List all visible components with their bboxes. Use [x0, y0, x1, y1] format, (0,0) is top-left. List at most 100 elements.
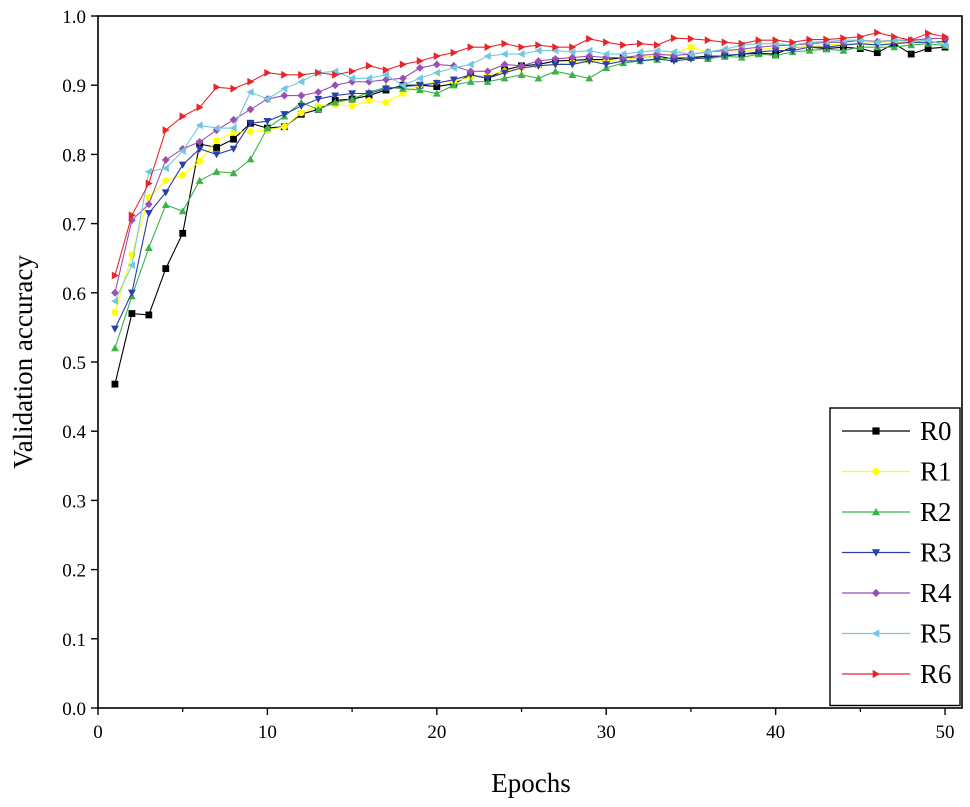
legend-label: R3: [920, 538, 952, 568]
data-point-r1: [382, 99, 390, 106]
data-point-r1: [247, 128, 254, 135]
data-point-r3: [449, 76, 458, 84]
data-point-r5: [687, 50, 695, 58]
data-point-r6: [653, 41, 661, 49]
data-point-r0: [111, 380, 119, 388]
data-point-r6: [569, 43, 577, 52]
y-tick-label: 0.5: [62, 353, 86, 374]
data-point-r4: [500, 60, 509, 69]
data-point-r0: [145, 311, 153, 319]
x-tick-label: 50: [936, 722, 955, 743]
series-layer: [111, 28, 949, 388]
data-point-r4: [144, 200, 153, 209]
data-point-r5: [365, 74, 373, 83]
data-point-r3: [551, 61, 560, 69]
data-point-r3: [483, 75, 492, 83]
data-point-r0: [924, 45, 932, 52]
data-point-r5: [212, 124, 220, 133]
x-tick-label: 0: [93, 722, 103, 743]
legend-label: R1: [920, 457, 952, 487]
legend-marker: [872, 467, 880, 476]
data-point-r6: [823, 35, 831, 44]
data-point-r3: [212, 151, 221, 159]
data-point-r3: [585, 57, 594, 65]
data-point-r6: [891, 32, 899, 41]
x-axis-title: Epochs: [491, 768, 570, 798]
data-point-r6: [467, 43, 475, 52]
data-point-r5: [771, 39, 779, 48]
data-point-r0: [230, 135, 237, 143]
data-point-r2: [551, 67, 560, 75]
data-point-r5: [399, 81, 407, 90]
data-point-r2: [585, 74, 594, 82]
data-point-r5: [890, 36, 898, 45]
data-point-r3: [297, 102, 306, 110]
data-point-r4: [399, 74, 407, 83]
data-point-r6: [247, 77, 255, 86]
data-point-r5: [924, 36, 932, 45]
data-point-r1: [687, 43, 695, 51]
data-point-r3: [500, 69, 509, 77]
data-point-r3: [568, 61, 577, 69]
series-r2: [111, 39, 949, 352]
data-point-r4: [568, 53, 577, 62]
data-point-r4: [195, 138, 204, 146]
legend-item-r1: R1: [842, 457, 952, 487]
data-point-r2: [771, 51, 780, 59]
legend: R0 R1 R2 R3 R4 R5 R6: [829, 407, 961, 707]
data-point-r2: [432, 89, 441, 97]
data-point-r5: [653, 46, 661, 55]
data-point-r3: [771, 47, 780, 55]
series-line-r2: [114, 43, 946, 349]
data-point-r2: [568, 70, 577, 78]
data-point-r5: [636, 48, 644, 56]
data-point-r5: [534, 46, 542, 55]
data-point-r5: [382, 70, 390, 79]
data-point-r6: [298, 70, 306, 79]
legend-item-r6: R6: [842, 659, 952, 689]
data-point-r6: [281, 70, 289, 79]
legend-marker: [872, 427, 880, 435]
data-point-r3: [195, 145, 204, 153]
data-point-r4: [246, 105, 255, 114]
series-r1: [111, 38, 949, 316]
data-point-r3: [229, 145, 238, 153]
data-point-r6: [365, 61, 373, 70]
data-point-r3: [754, 48, 763, 56]
data-point-r6: [636, 39, 645, 48]
data-point-r6: [315, 68, 323, 77]
data-point-r6: [450, 48, 458, 57]
data-point-r2: [144, 243, 153, 251]
data-point-r6: [840, 34, 848, 43]
data-point-r3: [636, 57, 645, 65]
data-point-r5: [111, 297, 119, 306]
data-point-r0: [873, 49, 881, 57]
data-point-r5: [127, 261, 136, 270]
data-point-r3: [263, 118, 272, 126]
data-point-r5: [178, 147, 186, 155]
data-point-r2: [246, 155, 255, 163]
legend-item-r0: R0: [842, 416, 952, 446]
data-point-r3: [602, 61, 611, 69]
data-point-r3: [720, 52, 729, 60]
data-point-r3: [788, 47, 797, 55]
data-point-r1: [365, 97, 373, 104]
series-line-r0: [114, 43, 946, 385]
data-point-r6: [552, 43, 560, 52]
data-point-r4: [161, 156, 170, 164]
data-point-r5: [873, 38, 881, 47]
y-axis-title: Validation accuracy: [8, 255, 38, 469]
data-point-r5: [415, 74, 424, 83]
data-point-r2: [517, 70, 526, 78]
series-line-r5: [114, 39, 946, 302]
data-point-r6: [399, 60, 407, 69]
y-tick-label: 0.7: [62, 215, 86, 236]
data-point-r6: [145, 179, 153, 188]
data-point-r6: [670, 34, 678, 43]
x-tick-label: 30: [597, 722, 616, 743]
data-point-r2: [534, 74, 543, 82]
data-point-r3: [280, 111, 289, 119]
data-point-r6: [332, 70, 340, 79]
data-point-r5: [551, 46, 559, 55]
